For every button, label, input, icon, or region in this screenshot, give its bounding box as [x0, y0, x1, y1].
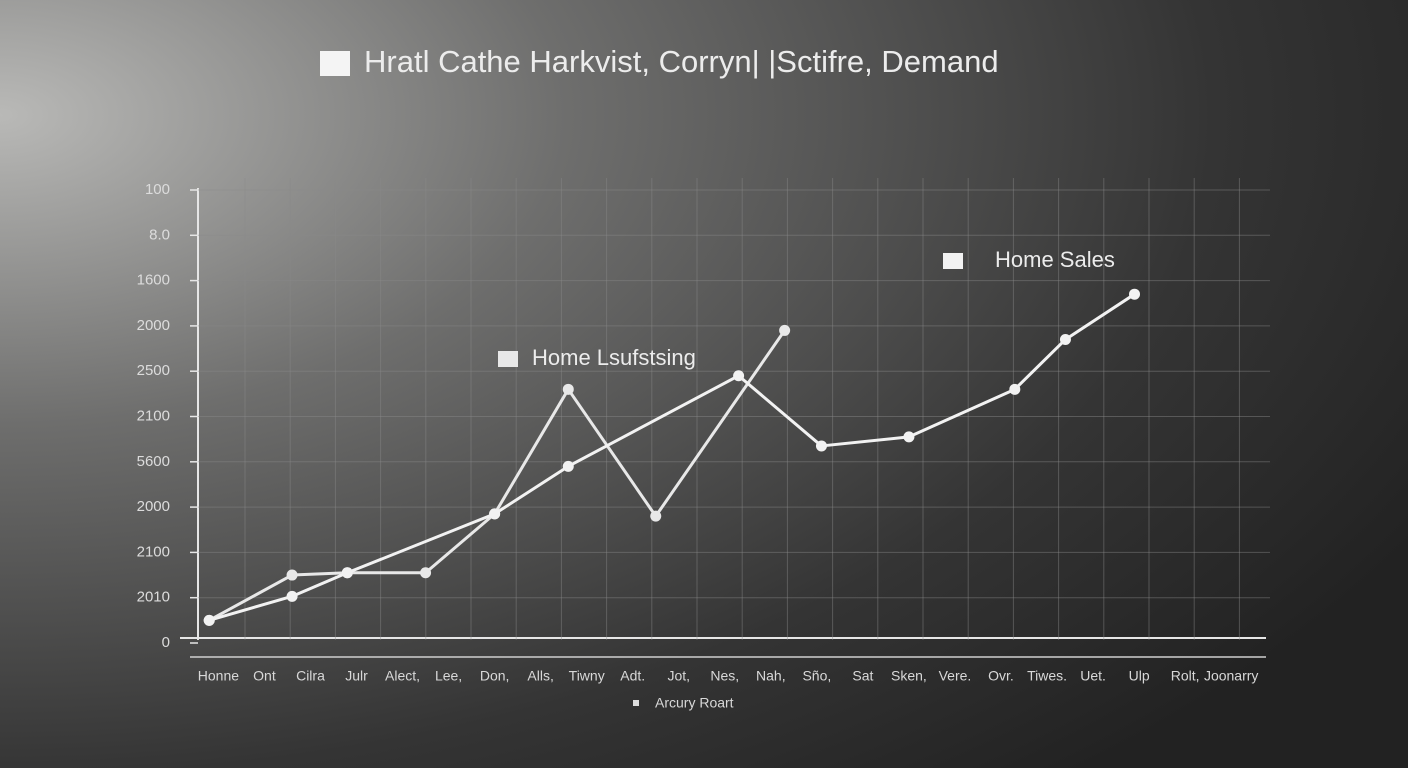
data-point [489, 508, 501, 520]
x-axis-label: Arcury Roart [655, 695, 734, 711]
x-tick-label: Nes, [710, 668, 739, 684]
x-tick-label: Honne [198, 668, 239, 684]
data-point [286, 590, 298, 602]
data-point [815, 440, 827, 452]
x-tick-label: Alls, [527, 668, 553, 684]
data-point [903, 431, 915, 443]
x-tick-label: Sño, [802, 668, 831, 684]
data-point [650, 510, 662, 522]
series-line [208, 329, 786, 622]
x-tick-label: Ont [253, 668, 276, 684]
y-tick-label: 8.0 [149, 226, 170, 243]
x-tick-label: Sken, [891, 668, 927, 684]
legend-swatch [943, 253, 963, 269]
y-tick-label: 2010 [137, 589, 170, 606]
x-tick-label: Ovr. [988, 668, 1014, 684]
data-point [203, 614, 215, 626]
data-point [562, 460, 574, 472]
x-tick-label: Don, [480, 668, 510, 684]
data-point [420, 567, 432, 579]
data-point [1129, 288, 1140, 300]
x-tick-label: Lee, [435, 668, 462, 684]
y-tick-label: 2000 [137, 498, 170, 515]
legend-label: Home Sales [995, 247, 1115, 272]
data-point [562, 383, 574, 395]
legend-swatch [498, 351, 518, 367]
x-tick-label: Uet. [1080, 668, 1106, 684]
data-point [733, 370, 745, 382]
data-point [286, 569, 298, 581]
y-tick-label: 0 [162, 634, 170, 651]
y-tick-label: 5600 [137, 453, 170, 470]
legend-label: Home Lsufstsing [532, 345, 696, 370]
y-tick-label: 1600 [137, 272, 170, 289]
x-tick-label: Alect, [385, 668, 420, 684]
data-point [341, 567, 353, 579]
x-label-icon [633, 700, 639, 706]
x-tick-label: Tiwes. [1027, 668, 1067, 684]
x-tick-label: Vere. [939, 668, 972, 684]
x-tick-label: Cilra [296, 668, 325, 684]
y-tick-label: 2100 [137, 543, 170, 560]
data-point [779, 324, 791, 336]
data-point [1059, 333, 1071, 345]
x-tick-label: Rolt, [1171, 668, 1200, 684]
chart-title: Hratl Cathe Harkvist, Corryn| |Sctifre, … [364, 44, 999, 79]
x-tick-label: Tiwny [569, 668, 605, 684]
x-tick-label: Jot, [667, 668, 690, 684]
x-tick-label: Ulp [1129, 668, 1150, 684]
x-tick-label: Joonarry [1204, 668, 1258, 684]
y-tick-label: 2000 [137, 317, 170, 334]
y-tick-label: 2500 [137, 362, 170, 379]
x-tick-label: Sat [852, 668, 873, 684]
x-tick-label: Adt. [620, 668, 645, 684]
data-point [1009, 383, 1021, 395]
x-tick-label: Julr [345, 668, 368, 684]
x-tick-label: Nah, [756, 668, 786, 684]
title-icon [320, 51, 350, 76]
y-tick-label: 2100 [137, 407, 170, 424]
y-tick-label: 100 [145, 181, 170, 198]
